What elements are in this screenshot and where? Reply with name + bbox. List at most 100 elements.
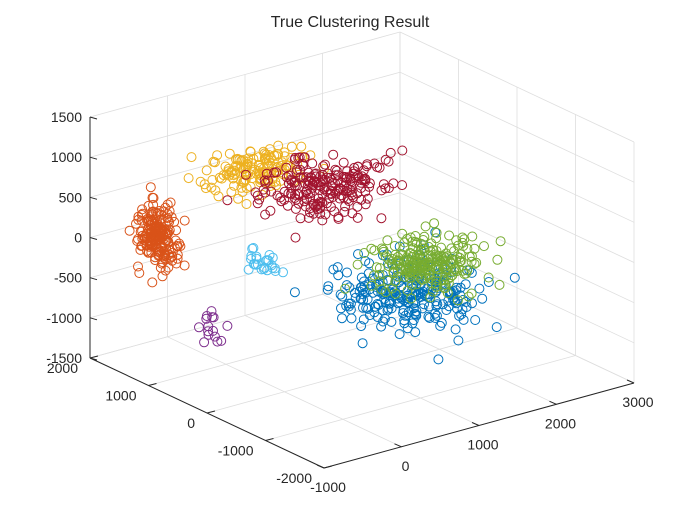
data-point (397, 145, 408, 156)
series-1 (289, 227, 520, 365)
data-point (247, 243, 258, 254)
data-point (199, 337, 210, 348)
data-point (152, 208, 163, 219)
series-5 (340, 218, 506, 306)
data-point (470, 315, 481, 325)
data-point (431, 227, 442, 238)
data-point (241, 199, 252, 209)
data-point (300, 201, 311, 212)
data-point (426, 251, 436, 262)
data-point (407, 236, 418, 247)
data-point (352, 212, 363, 223)
data-point (283, 178, 294, 189)
data-point (264, 250, 275, 260)
data-point (239, 175, 250, 186)
data-point (151, 243, 162, 254)
data-point (289, 177, 300, 188)
data-point (320, 159, 330, 170)
data-point (384, 296, 395, 307)
data-point (491, 322, 502, 333)
x-tick (626, 379, 635, 384)
data-point (348, 166, 359, 177)
data-point (360, 287, 371, 298)
data-point (222, 320, 233, 331)
data-point (281, 172, 292, 183)
data-point (224, 148, 235, 159)
data-point (335, 184, 346, 194)
data-point (418, 243, 429, 254)
data-point (321, 186, 332, 197)
data-point (163, 237, 174, 248)
data-point (457, 304, 468, 315)
data-point (320, 209, 331, 220)
data-point (431, 275, 442, 286)
data-point (295, 213, 306, 224)
data-point (270, 266, 281, 276)
data-point (419, 299, 429, 310)
data-point (449, 263, 460, 274)
data-point (164, 206, 175, 217)
data-point (433, 250, 444, 261)
data-point (157, 225, 168, 236)
x-tick-label: 3000 (622, 394, 653, 410)
data-point (430, 278, 441, 289)
data-point (429, 218, 440, 229)
data-point (350, 292, 361, 303)
data-point (409, 308, 420, 319)
data-point (294, 152, 305, 163)
data-point (179, 215, 190, 226)
data-point (457, 237, 468, 248)
data-point (159, 253, 170, 264)
data-point (376, 243, 387, 254)
data-point (336, 303, 346, 314)
wall-gridline-z (399, 71, 635, 183)
data-point (160, 250, 171, 261)
data-point (400, 310, 411, 321)
data-point (437, 299, 448, 310)
data-point (394, 329, 405, 340)
data-point (439, 275, 449, 285)
data-point (163, 215, 174, 226)
data-point (238, 164, 249, 175)
data-point (390, 276, 401, 287)
data-point (132, 236, 143, 246)
z-tick-label: -500 (54, 270, 82, 286)
z-tick-label: -1500 (46, 350, 82, 366)
data-point (369, 307, 380, 318)
data-point (253, 159, 264, 170)
data-point (356, 171, 367, 182)
data-point (246, 251, 257, 261)
data-point (467, 298, 477, 309)
data-point (162, 199, 173, 210)
data-point (474, 283, 485, 294)
data-point (356, 321, 367, 332)
data-point (317, 215, 328, 226)
data-point (134, 268, 145, 278)
data-point (452, 303, 462, 314)
data-point (352, 259, 363, 270)
data-point (411, 265, 422, 276)
data-point (397, 180, 408, 191)
data-point (424, 269, 435, 280)
data-point (309, 169, 320, 180)
data-point (362, 193, 373, 204)
data-point (245, 146, 256, 157)
data-point (423, 269, 434, 280)
data-point (133, 214, 144, 225)
data-point (324, 172, 335, 183)
data-point (431, 301, 442, 311)
data-point (199, 179, 210, 190)
data-point (314, 198, 325, 209)
z-tick (89, 277, 98, 281)
data-point (261, 168, 272, 179)
data-point (124, 225, 135, 236)
data-point (243, 264, 254, 275)
data-point (338, 171, 349, 182)
data-point (201, 165, 212, 176)
data-point (147, 207, 157, 217)
data-point (364, 181, 375, 192)
data-point (233, 193, 244, 204)
data-point (331, 165, 342, 176)
data-point (353, 249, 363, 260)
data-point (252, 190, 263, 201)
